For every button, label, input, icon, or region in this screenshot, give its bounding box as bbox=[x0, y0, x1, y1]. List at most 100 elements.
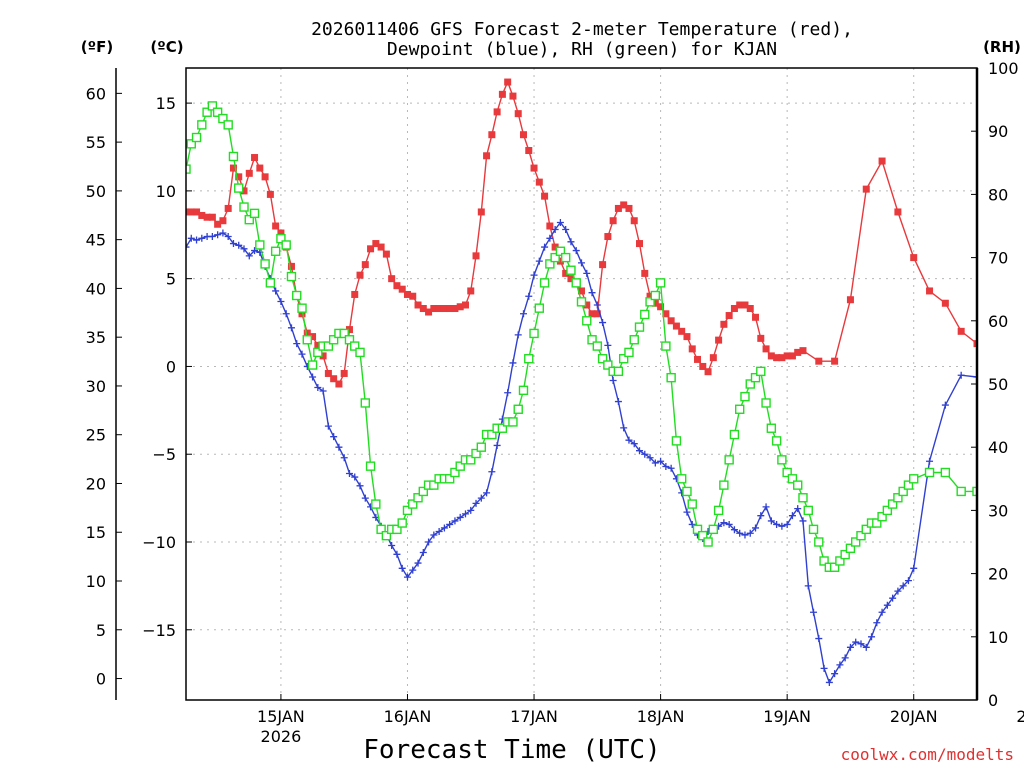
dewpoint-point bbox=[430, 531, 438, 539]
dewpoint-point bbox=[293, 340, 301, 348]
plot-frame bbox=[185, 67, 978, 701]
temperature-point bbox=[878, 157, 886, 165]
rh-point bbox=[539, 278, 550, 288]
dewpoint-point bbox=[836, 661, 844, 669]
rh-point bbox=[197, 120, 207, 130]
dewpoint-point bbox=[899, 582, 907, 590]
rh-point bbox=[186, 139, 196, 149]
time-tick-label: 18JAN bbox=[637, 707, 685, 726]
dewpoint-point bbox=[351, 473, 359, 481]
dewpoint-point bbox=[636, 447, 644, 455]
dewpoint-point bbox=[393, 550, 401, 558]
dewpoint-point bbox=[467, 506, 475, 514]
temperature-point bbox=[704, 368, 712, 376]
temperature-point bbox=[651, 299, 659, 307]
rh-tick-label: 50 bbox=[988, 375, 1008, 394]
dewpoint-point bbox=[451, 517, 459, 525]
rh-point bbox=[766, 423, 777, 433]
rh-point bbox=[808, 524, 819, 535]
dewpoint-point bbox=[187, 234, 195, 242]
rh-point bbox=[397, 518, 407, 528]
rh-point bbox=[793, 480, 803, 490]
temperature-point bbox=[783, 352, 791, 360]
fahrenheit-tick-label: 30 bbox=[86, 377, 106, 396]
temperature-point bbox=[894, 208, 902, 216]
dewpoint-point bbox=[736, 529, 744, 537]
dewpoint-point bbox=[509, 359, 517, 367]
temperature-point bbox=[709, 354, 717, 362]
rh-point bbox=[529, 328, 539, 339]
rh-point bbox=[740, 391, 750, 402]
dewpoint-point bbox=[825, 678, 833, 686]
rh-point bbox=[877, 512, 887, 522]
rh-point bbox=[455, 461, 465, 471]
rh-point bbox=[798, 493, 808, 503]
dewpoint-point bbox=[604, 341, 612, 349]
temperature-point bbox=[662, 310, 670, 318]
rh-point bbox=[629, 335, 639, 345]
temperature-point bbox=[382, 250, 390, 258]
dewpoint-point bbox=[641, 450, 649, 458]
rh-point bbox=[450, 467, 460, 478]
temperature-point bbox=[361, 261, 369, 269]
temperature-point bbox=[498, 90, 506, 98]
temperature-point bbox=[815, 357, 823, 365]
rh-point bbox=[571, 278, 581, 288]
x-axis-title: Forecast Time (UTC) bbox=[363, 735, 660, 765]
dewpoint-point bbox=[688, 520, 696, 528]
celsius-tick-label: −5 bbox=[152, 445, 176, 464]
temperature-point bbox=[509, 92, 517, 100]
rh-point bbox=[524, 354, 534, 364]
fahrenheit-tick-label: 50 bbox=[86, 182, 106, 201]
temperature-point bbox=[525, 147, 533, 155]
temperature-point bbox=[409, 292, 417, 300]
temperature-point bbox=[583, 301, 591, 309]
dewpoint-point bbox=[446, 520, 454, 528]
temperature-point bbox=[604, 233, 612, 241]
dewpoint-point bbox=[720, 519, 728, 527]
temperature-point bbox=[831, 357, 839, 365]
rh-point bbox=[782, 467, 792, 478]
temperature-point bbox=[730, 305, 738, 313]
dewpoint-point bbox=[883, 601, 891, 609]
temperature-point bbox=[846, 296, 854, 304]
temperature-point bbox=[519, 131, 527, 139]
rh-point bbox=[903, 480, 914, 490]
rh-point bbox=[207, 101, 218, 111]
temperature-point bbox=[256, 164, 264, 172]
rh-point bbox=[640, 309, 650, 320]
dewpoint-point bbox=[599, 319, 607, 327]
dewpoint-point bbox=[910, 564, 918, 572]
rh-point bbox=[666, 372, 676, 383]
rh-point bbox=[814, 537, 824, 547]
dewpoint-point bbox=[388, 542, 396, 550]
rh-point bbox=[244, 214, 254, 225]
temperature-point bbox=[941, 299, 949, 307]
fahrenheit-tick-label: 5 bbox=[96, 621, 106, 640]
dewpoint-point bbox=[651, 459, 659, 467]
rh-point bbox=[1020, 374, 1024, 382]
rh-point bbox=[840, 549, 850, 560]
dewpoint-point bbox=[657, 457, 665, 465]
dewpoint-point bbox=[620, 424, 628, 432]
dewpoint-point bbox=[409, 566, 417, 574]
temperature-point bbox=[567, 275, 575, 283]
rh-tick-label: 10 bbox=[988, 628, 1008, 647]
dewpoint-point bbox=[214, 231, 222, 239]
time-tick-label: 21JAN bbox=[1016, 707, 1024, 726]
rh-point bbox=[292, 290, 302, 301]
time-tick-label: 15JAN bbox=[257, 707, 305, 726]
rh-point bbox=[671, 436, 682, 446]
temperature-point bbox=[214, 220, 222, 228]
dewpoint-point bbox=[440, 524, 448, 532]
fahrenheit-tick-label: 25 bbox=[86, 426, 106, 445]
time-tick-label: 19JAN bbox=[763, 707, 811, 726]
dewpoint-point bbox=[345, 470, 353, 478]
rh-point bbox=[761, 398, 771, 408]
rh-point bbox=[756, 366, 766, 377]
rh-point bbox=[223, 120, 233, 130]
series-dewpoint bbox=[186, 218, 977, 686]
temperature-point bbox=[926, 287, 934, 295]
